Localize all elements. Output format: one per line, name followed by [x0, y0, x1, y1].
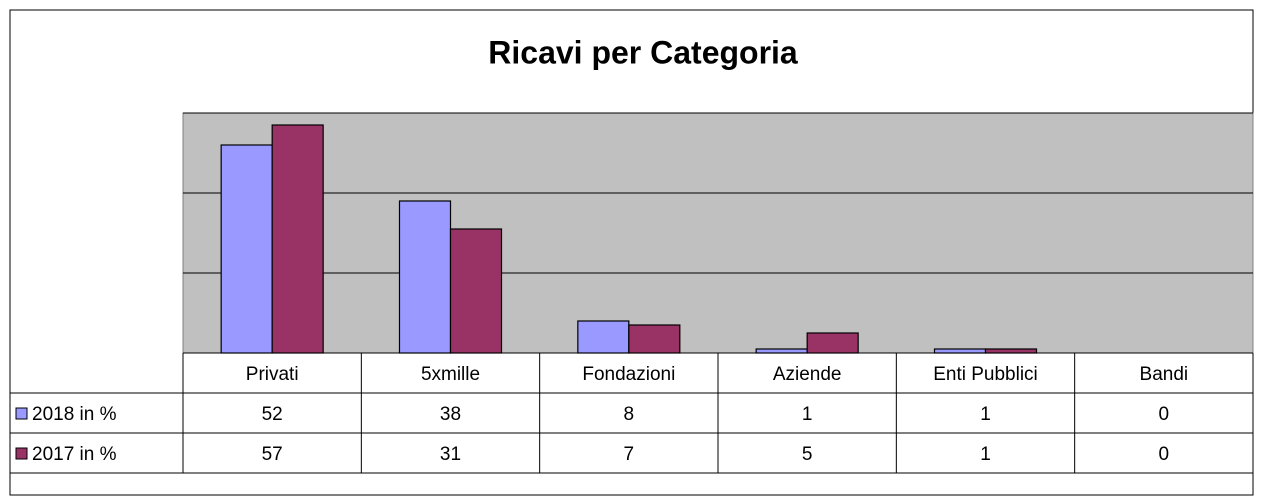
- table-value: 1: [980, 404, 991, 425]
- legend-label: 2018 in %: [32, 404, 117, 425]
- bar: [220, 144, 273, 354]
- bar: [449, 228, 503, 354]
- table-value: 5: [802, 444, 813, 465]
- plot-area: [182, 112, 1254, 354]
- table-value: 8: [624, 404, 635, 425]
- legend-label: 2017 in %: [32, 444, 117, 465]
- table-value: 7: [624, 444, 635, 465]
- category-label: Enti Pubblici: [933, 364, 1038, 385]
- category-label: Privati: [246, 364, 299, 385]
- table-value: 57: [262, 444, 283, 465]
- table-value: 0: [1159, 404, 1170, 425]
- category-label: Bandi: [1140, 364, 1189, 385]
- bar: [398, 200, 452, 354]
- bar: [984, 348, 1038, 354]
- bar: [577, 320, 630, 354]
- category-label: Aziende: [773, 364, 842, 385]
- legend-swatch: [15, 407, 28, 420]
- category-label: Fondazioni: [582, 364, 675, 385]
- bar: [806, 332, 859, 354]
- bar: [933, 348, 987, 354]
- table-value: 52: [262, 404, 283, 425]
- bar: [628, 324, 681, 354]
- table-value: 31: [440, 444, 461, 465]
- table-value: 1: [802, 404, 813, 425]
- bar: [755, 348, 808, 354]
- category-label: 5xmille: [421, 364, 480, 385]
- chart-title: Ricavi per Categoria: [488, 34, 798, 70]
- legend-swatch: [15, 447, 28, 460]
- table-value: 38: [440, 404, 461, 425]
- bar: [271, 124, 324, 354]
- table-value: 1: [980, 444, 991, 465]
- table-value: 0: [1159, 444, 1170, 465]
